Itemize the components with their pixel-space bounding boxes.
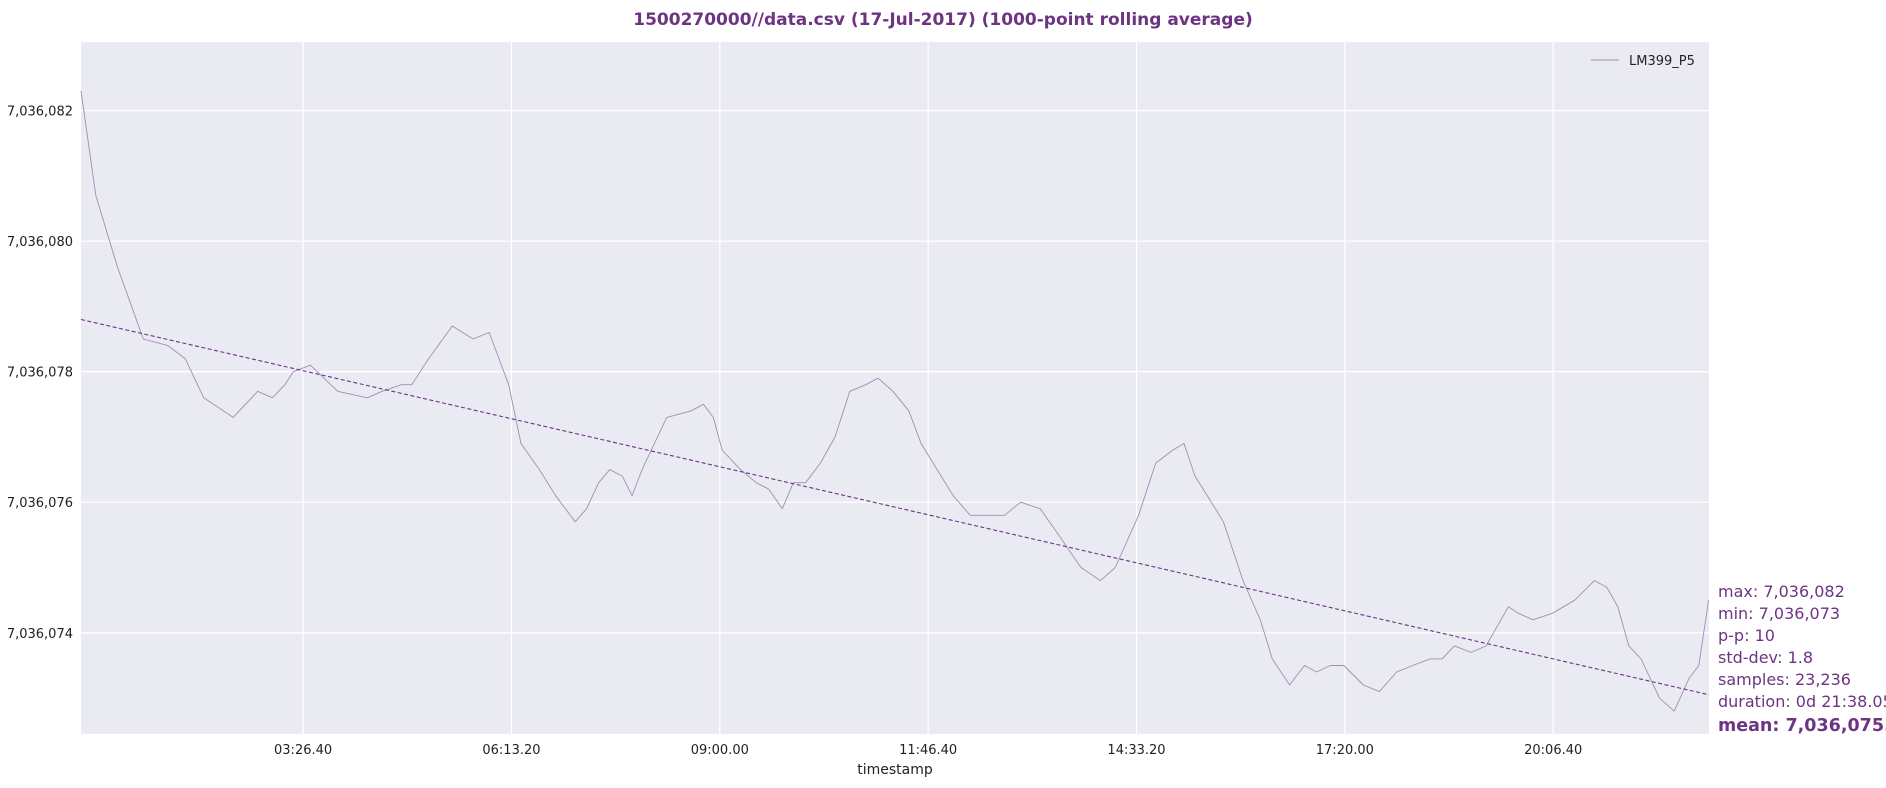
stat-mean: mean: 7,036,075.9 [1718, 716, 1886, 736]
x-tick-label: 03:26.40 [274, 743, 332, 758]
x-tick-label: 14:33.20 [1107, 743, 1165, 758]
y-tick-label: 7,036,082 [7, 105, 73, 120]
x-gridlines [302, 42, 1554, 734]
series-layer [80, 90, 1710, 712]
y-tick-label: 7,036,080 [7, 235, 73, 250]
y-tick-labels: 7,036,074 7,036,076 7,036,078 7,036,080 7,03… [7, 105, 73, 642]
legend: LM399_P5 [1591, 54, 1695, 69]
x-tick-labels: 03:26.40 06:13.20 09:00.00 11:46.40 14:33.20… [274, 743, 1582, 758]
x-tick-label: 09:00.00 [691, 743, 749, 758]
legend-label: LM399_P5 [1629, 54, 1695, 69]
x-tick-label: 11:46.40 [899, 743, 957, 758]
stats-panel: max: 7,036,082 min: 7,036,073 p-p: 10 st… [1718, 582, 1886, 736]
x-axis-label: timestamp [857, 762, 933, 778]
y-tick-label: 7,036,074 [7, 627, 73, 642]
stat-peak-to-peak: p-p: 10 [1718, 626, 1775, 645]
stat-std-dev: std-dev: 1.8 [1718, 648, 1813, 667]
trend-line [80, 318, 1710, 696]
stat-duration: duration: 0d 21:38.05 [1718, 692, 1886, 711]
stat-min: min: 7,036,073 [1718, 604, 1840, 623]
x-tick-label: 20:06.40 [1524, 743, 1582, 758]
y-tick-label: 7,036,076 [7, 496, 73, 511]
x-tick-label: 06:13.20 [482, 743, 540, 758]
plot-area [81, 42, 1709, 734]
stat-samples: samples: 23,236 [1718, 670, 1851, 689]
x-tick-label: 17:20.00 [1316, 743, 1374, 758]
stat-max: max: 7,036,082 [1718, 582, 1845, 601]
series-line [80, 90, 1710, 712]
chart-title: 1500270000//data.csv (17-Jul-2017) (1000… [633, 10, 1253, 30]
y-tick-label: 7,036,078 [7, 366, 73, 381]
